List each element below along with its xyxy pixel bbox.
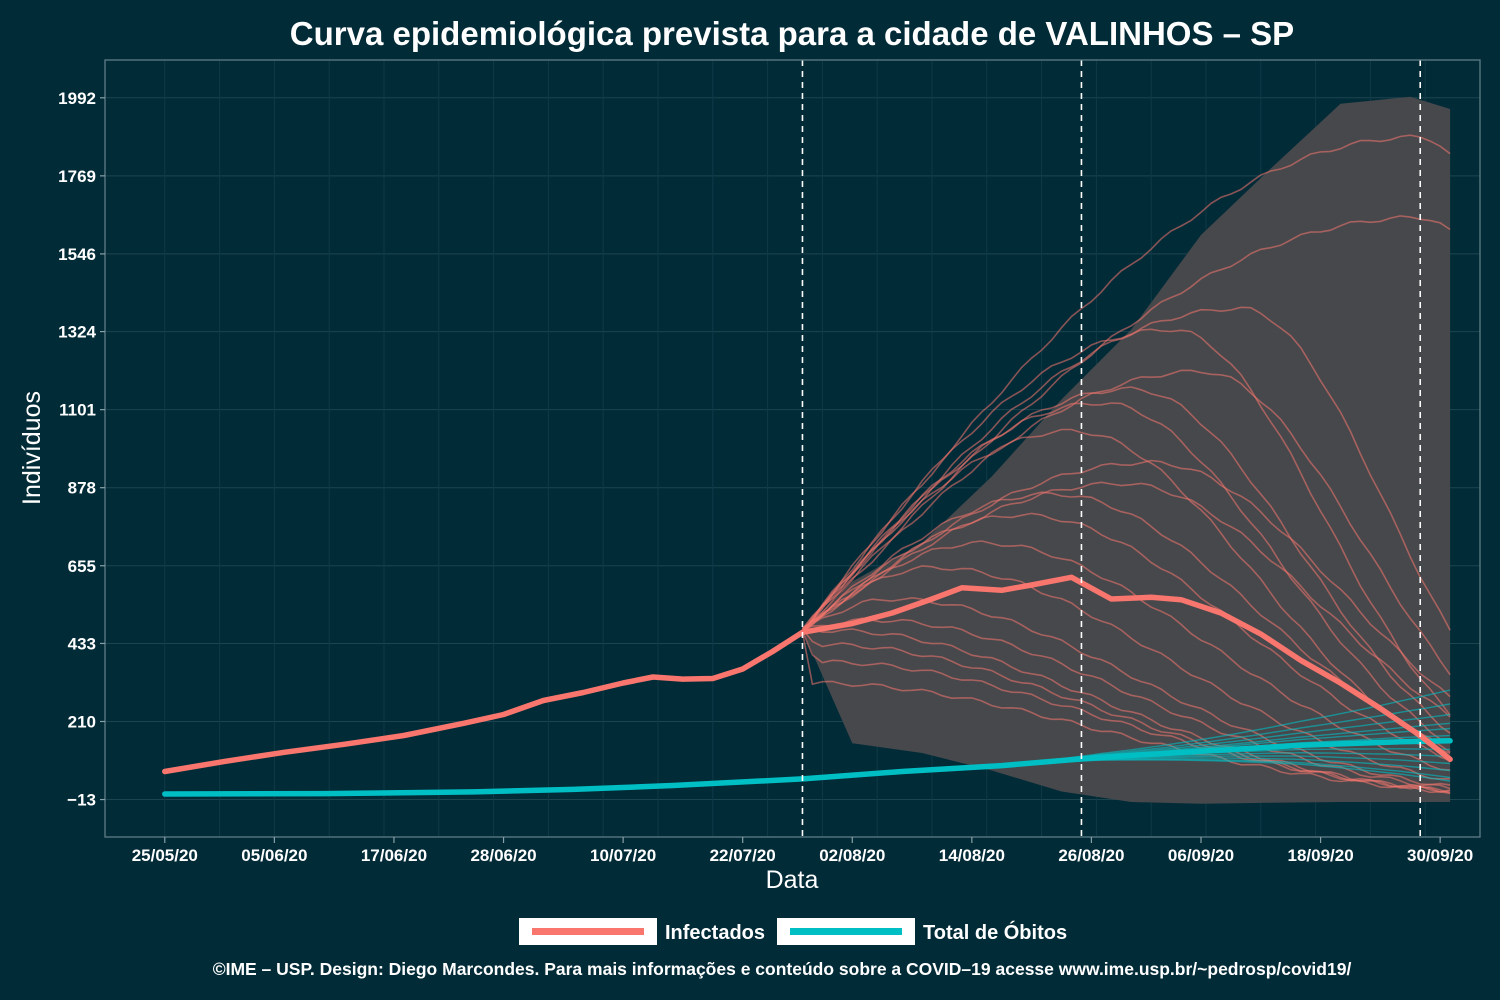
plot-panel bbox=[104, 59, 1481, 838]
reference-vlines bbox=[801, 60, 1422, 837]
chart-title: Curva epidemiológica prevista para a cid… bbox=[290, 15, 1294, 52]
x-tick-label: 14/08/20 bbox=[939, 846, 1005, 865]
scenario-line-infectados bbox=[801, 134, 1451, 633]
scenario-line-infectados bbox=[801, 328, 1451, 716]
x-tick-label: 06/09/20 bbox=[1168, 846, 1234, 865]
scenario-line-infectados bbox=[801, 215, 1451, 633]
scenario-line-infectados bbox=[801, 632, 1451, 794]
y-tick-label: 1769 bbox=[58, 167, 96, 186]
y-tick-label: 210 bbox=[68, 713, 96, 732]
legend: Infectados Total de Óbitos bbox=[519, 918, 1067, 945]
x-tick-label: 05/06/20 bbox=[241, 846, 307, 865]
y-tick-label: 1992 bbox=[58, 89, 96, 108]
infected-scenario-band bbox=[802, 96, 1451, 804]
y-tick-label: −13 bbox=[67, 791, 96, 810]
scenario-line-infectados bbox=[801, 628, 1451, 794]
scenario-line-infectados bbox=[801, 459, 1451, 698]
y-tick-label: 1324 bbox=[58, 323, 96, 342]
x-tick-label: 17/06/20 bbox=[361, 846, 427, 865]
main-series bbox=[162, 574, 1453, 797]
series-line-infectados bbox=[162, 574, 1453, 775]
scenario-line-infectados bbox=[801, 565, 1451, 780]
legend-label-obitos: Total de Óbitos bbox=[923, 920, 1067, 944]
scenario-line-infectados bbox=[801, 630, 1451, 793]
series-line-obitos bbox=[162, 738, 1453, 797]
scenario-line-infectados bbox=[802, 481, 1451, 718]
x-tick-label: 22/07/20 bbox=[710, 846, 776, 865]
scenario-line-infectados bbox=[801, 402, 1451, 744]
y-tick-label: 1546 bbox=[58, 245, 96, 264]
x-tick-label: 28/06/20 bbox=[470, 846, 536, 865]
scenario-line-infectados bbox=[801, 369, 1451, 676]
y-axis-title: Indivíduos bbox=[18, 391, 46, 505]
x-tick-label: 25/05/20 bbox=[132, 846, 198, 865]
caption: ©IME – USP. Design: Diego Marcondes. Par… bbox=[213, 959, 1352, 979]
x-axis-title: Data bbox=[766, 866, 819, 894]
x-tick-label: 18/09/20 bbox=[1287, 846, 1353, 865]
legend-label-infectados: Infectados bbox=[665, 922, 765, 944]
x-tick-label: 02/08/20 bbox=[819, 846, 885, 865]
scenario-line-infectados bbox=[802, 540, 1451, 771]
x-tick-label: 10/07/20 bbox=[590, 846, 656, 865]
scenario-band-area bbox=[802, 96, 1451, 804]
scenario-line-infectados bbox=[801, 596, 1451, 786]
plot-border bbox=[104, 59, 1481, 838]
x-axis-ticks: 25/05/20 05/06/20 17/06/20 28/06/20 10/07/20… bbox=[132, 837, 1473, 865]
y-tick-label: 878 bbox=[68, 479, 96, 498]
y-axis-ticks: −13 210 433 655 878 1101 1324 1546 1769 1992 bbox=[58, 89, 105, 810]
x-tick-label: 26/08/20 bbox=[1058, 846, 1124, 865]
y-tick-label: 1101 bbox=[59, 401, 96, 420]
scenario-line-infectados bbox=[802, 512, 1451, 762]
y-tick-label: 655 bbox=[68, 557, 96, 576]
y-tick-label: 433 bbox=[68, 634, 96, 653]
scenario-line-infectados bbox=[801, 428, 1451, 754]
scenario-line-infectados bbox=[802, 627, 1451, 794]
x-tick-label: 30/09/20 bbox=[1407, 846, 1473, 865]
